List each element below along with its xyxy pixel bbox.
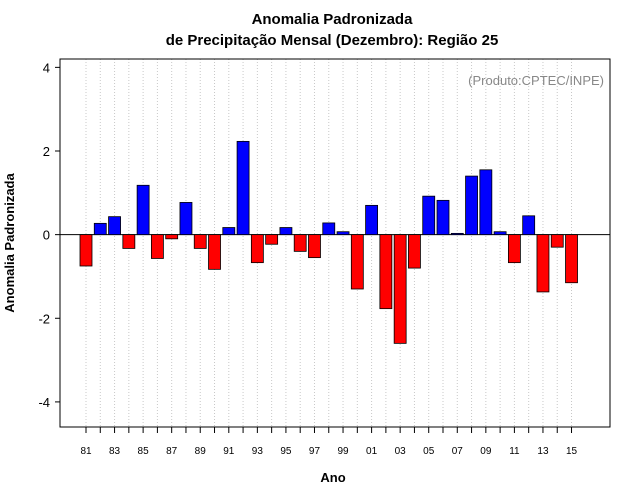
y-axis-title: Anomalia Padronizada bbox=[2, 173, 17, 313]
credit-label: (Produto:CPTEC/INPE) bbox=[468, 73, 604, 88]
bar-1989 bbox=[193, 234, 207, 249]
y-tick-label: 4 bbox=[43, 60, 50, 75]
x-tick-label: 83 bbox=[109, 446, 121, 457]
bar-2013 bbox=[536, 234, 550, 293]
x-tick-label: 15 bbox=[566, 446, 578, 457]
bar-1996 bbox=[293, 234, 307, 252]
x-tick-label: 01 bbox=[366, 446, 378, 457]
bar-1998 bbox=[322, 222, 336, 236]
bar-1988 bbox=[179, 202, 193, 236]
bar-1994 bbox=[265, 234, 279, 245]
x-tick-label: 09 bbox=[480, 446, 492, 457]
bar-1992 bbox=[236, 140, 250, 236]
bar-1985 bbox=[136, 184, 150, 236]
bar-2009 bbox=[479, 169, 493, 236]
bar-2005 bbox=[422, 195, 436, 236]
bar-1995 bbox=[279, 227, 293, 236]
bar-1991 bbox=[222, 227, 236, 236]
bar-2002 bbox=[379, 234, 393, 310]
bar-2000 bbox=[350, 234, 364, 290]
bar-1981 bbox=[79, 234, 93, 267]
bar-2006 bbox=[436, 199, 450, 236]
x-tick-label: 03 bbox=[395, 446, 407, 457]
x-axis-title: Ano bbox=[320, 470, 345, 485]
bar-1997 bbox=[308, 234, 321, 259]
bar-2004 bbox=[408, 234, 421, 269]
bar-1982 bbox=[93, 222, 107, 236]
bar-1984 bbox=[122, 234, 136, 249]
bar-1993 bbox=[250, 234, 264, 264]
bar-1987 bbox=[165, 234, 179, 240]
x-tick-label: 95 bbox=[280, 446, 292, 457]
x-tick-label: 85 bbox=[138, 446, 150, 457]
bar-2012 bbox=[522, 215, 536, 236]
bar-2001 bbox=[365, 204, 379, 236]
x-tick-label: 93 bbox=[252, 446, 264, 457]
x-tick-label: 89 bbox=[195, 446, 207, 457]
x-tick-label: 91 bbox=[223, 446, 235, 457]
x-tick-label: 07 bbox=[452, 446, 464, 457]
bar-1986 bbox=[150, 234, 164, 259]
bars-group bbox=[79, 140, 578, 344]
chart-subtitle: de Precipitação Mensal (Dezembro): Regiã… bbox=[166, 32, 499, 49]
x-tick-label: 87 bbox=[166, 446, 178, 457]
y-tick-label: -4 bbox=[38, 395, 50, 410]
chart-title: Anomalia Padronizada bbox=[252, 11, 414, 28]
bar-2014 bbox=[550, 234, 564, 248]
x-tick-label: 99 bbox=[337, 446, 349, 457]
bar-2011 bbox=[507, 234, 521, 264]
x-tick-label: 97 bbox=[309, 446, 321, 457]
x-tick-label: 05 bbox=[423, 446, 435, 457]
y-axis: -4 -2 0 2 4 bbox=[38, 60, 60, 410]
x-axis: 81 83 85 87 89 91 93 95 97 99 01 03 05 07 09 11 13 15 bbox=[80, 427, 578, 457]
bar-1990 bbox=[208, 234, 221, 270]
y-tick-label: 2 bbox=[43, 144, 50, 159]
bar-2010 bbox=[493, 231, 507, 236]
y-tick-label: -2 bbox=[38, 311, 50, 326]
x-tick-label: 81 bbox=[80, 446, 92, 457]
bar-2003 bbox=[393, 234, 407, 344]
bar-2007 bbox=[450, 232, 464, 236]
bar-2008 bbox=[465, 175, 478, 236]
plot-frame bbox=[59, 58, 611, 428]
x-tick-label: 11 bbox=[509, 446, 520, 457]
y-tick-label: 0 bbox=[43, 228, 50, 243]
x-tick-label: 13 bbox=[537, 446, 549, 457]
bar-1983 bbox=[108, 216, 121, 236]
bar-1999 bbox=[336, 231, 350, 236]
bar-2015 bbox=[565, 234, 578, 284]
